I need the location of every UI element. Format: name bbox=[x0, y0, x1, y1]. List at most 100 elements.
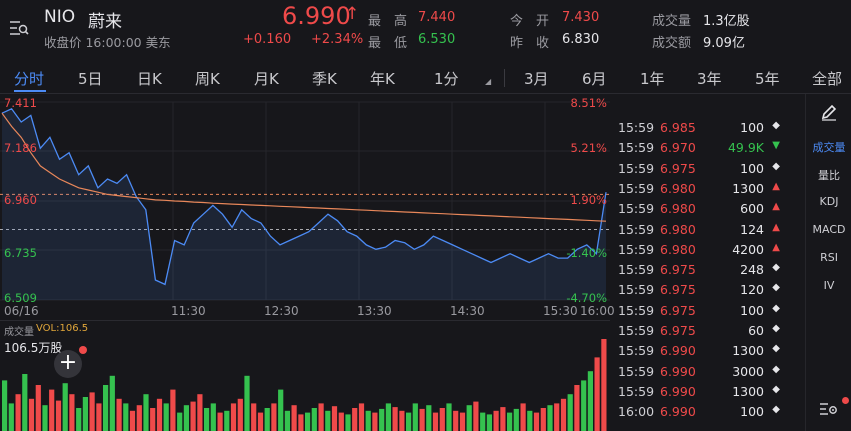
volume-bar bbox=[42, 405, 48, 431]
volume-bar bbox=[96, 403, 102, 431]
y-axis-label: 7.186 bbox=[4, 141, 37, 155]
tab-daily-k[interactable]: 日K bbox=[137, 70, 162, 88]
trade-price: 6.990 bbox=[660, 404, 696, 420]
turnover-label: 成交额 bbox=[652, 36, 692, 51]
trade-price: 6.975 bbox=[660, 302, 696, 318]
trade-time: 15:59 bbox=[618, 140, 655, 156]
volume-bar bbox=[560, 398, 567, 431]
trade-tick-list[interactable]: 15:59 6.985 100 ◆ 15:59 6.970 49.9K ▼ 15:59 6.975… bbox=[612, 94, 805, 431]
volume-bar bbox=[284, 410, 290, 431]
tab-weekly-k[interactable]: 周K bbox=[195, 70, 220, 88]
trade-price: 6.975 bbox=[660, 323, 696, 338]
tab-quarterly-k[interactable]: 季K bbox=[312, 70, 337, 88]
tab-divider bbox=[504, 69, 505, 87]
tab-3year[interactable]: 3年 bbox=[697, 70, 722, 88]
volume-bar bbox=[432, 412, 439, 431]
tab-3month[interactable]: 3月 bbox=[524, 70, 549, 88]
y-axis-label: 6.735 bbox=[4, 246, 37, 260]
tab-monthly-k[interactable]: 月K bbox=[254, 70, 279, 88]
volume-bar bbox=[217, 412, 223, 431]
tab-yearly-k[interactable]: 年K bbox=[370, 70, 395, 88]
sidebar-item-iv[interactable]: IV bbox=[823, 279, 835, 292]
tab-5year[interactable]: 5年 bbox=[755, 70, 780, 88]
neutral-diamond-icon: ◆ bbox=[772, 302, 780, 314]
volume-bar bbox=[291, 405, 297, 431]
sidebar-item-rsi[interactable]: RSI bbox=[820, 251, 838, 264]
tab-5day[interactable]: 5日 bbox=[78, 70, 103, 88]
volume-bar bbox=[15, 394, 21, 431]
y-axis-right-label: 1.90% bbox=[570, 193, 607, 207]
volume-bar bbox=[49, 389, 55, 431]
volume-bar bbox=[352, 408, 358, 431]
sidebar-item-volume[interactable]: 成交量 bbox=[812, 141, 846, 154]
volume-bar bbox=[406, 412, 412, 431]
trade-time: 15:59 bbox=[618, 363, 655, 379]
trade-price: 6.980 bbox=[660, 201, 696, 217]
volume-bar bbox=[540, 408, 546, 431]
price-change-percent: +2.34% bbox=[311, 32, 364, 47]
intraday-price-chart[interactable] bbox=[0, 94, 612, 322]
volume-bar bbox=[2, 380, 8, 431]
volume-bar bbox=[379, 408, 385, 431]
volume-bar bbox=[533, 412, 540, 431]
down-arrow-icon: ▼ bbox=[772, 140, 780, 152]
x-axis-label: 16:00 bbox=[580, 304, 615, 318]
volume-bar-chart[interactable] bbox=[0, 337, 610, 431]
trade-volume: 60 bbox=[748, 323, 764, 338]
notification-dot bbox=[79, 346, 87, 354]
up-arrow-icon: ▲ bbox=[772, 201, 780, 213]
volume-bar bbox=[527, 410, 533, 431]
trade-price: 6.985 bbox=[660, 120, 696, 135]
pencil-icon[interactable] bbox=[806, 102, 851, 125]
tab-all[interactable]: 全部 bbox=[812, 70, 843, 88]
up-arrow-icon: ▲ bbox=[772, 180, 780, 192]
settings-icon[interactable] bbox=[806, 400, 851, 421]
price-line bbox=[1, 107, 607, 286]
sidebar-item-macd[interactable]: MACD bbox=[812, 223, 846, 236]
volume-bar bbox=[399, 410, 405, 431]
volume-bar bbox=[581, 380, 587, 431]
tab-intraday[interactable]: 分时 bbox=[14, 70, 45, 88]
trade-price: 6.990 bbox=[660, 363, 696, 379]
menu-search-icon[interactable] bbox=[8, 18, 30, 38]
volume-bar bbox=[35, 385, 41, 431]
volume-bar bbox=[257, 412, 264, 431]
up-arrow-icon: ▲ bbox=[772, 241, 780, 253]
volume-bar bbox=[311, 408, 317, 431]
volume-bar bbox=[62, 383, 68, 431]
prev-close-value: 6.830 bbox=[562, 32, 600, 47]
trade-volume: 49.9K bbox=[727, 140, 764, 156]
trade-volume: 248 bbox=[740, 262, 764, 278]
dropdown-triangle-icon[interactable]: ◢ bbox=[485, 77, 492, 86]
neutral-diamond-icon: ◆ bbox=[772, 120, 780, 131]
volume-bar bbox=[210, 403, 216, 431]
trade-volume: 100 bbox=[740, 160, 764, 176]
neutral-diamond-icon: ◆ bbox=[772, 160, 780, 172]
x-axis-label: 12:30 bbox=[264, 304, 299, 318]
volume-max-label: 106.5万股 bbox=[4, 341, 63, 355]
sidebar-item-kdj[interactable]: KDJ bbox=[819, 195, 839, 208]
quote-header: NIO 蔚来 收盘价 16:00:00 美东 6.990 ↑ +0.160 +2… bbox=[0, 0, 851, 60]
trade-price: 6.970 bbox=[660, 140, 696, 156]
x-axis-label: 14:30 bbox=[450, 304, 485, 318]
volume-bar bbox=[365, 410, 371, 431]
trade-volume: 1300 bbox=[732, 180, 764, 196]
volume-bar bbox=[224, 410, 230, 431]
period-tab-bar: 分时 5日 日K 周K 月K 季K 年K 1分 ◢ 3月 6月 1年 3年 5年… bbox=[0, 60, 851, 94]
y-axis-label: 6.509 bbox=[4, 291, 37, 305]
trade-volume: 1300 bbox=[732, 383, 764, 399]
tab-6month[interactable]: 6月 bbox=[582, 70, 607, 88]
high-value: 7.440 bbox=[418, 10, 456, 25]
trade-row: 15:59 6.990 1300 ◆ bbox=[616, 341, 800, 361]
trade-time: 15:59 bbox=[618, 120, 655, 135]
add-indicator-button[interactable]: + bbox=[54, 350, 82, 378]
sidebar-item-volume-ratio[interactable]: 量比 bbox=[818, 169, 840, 182]
tab-1min[interactable]: 1分 bbox=[434, 70, 459, 88]
tab-1year[interactable]: 1年 bbox=[640, 70, 665, 88]
high-label: 最 高 bbox=[368, 14, 408, 29]
vol-indicator-value: VOL:106.5 bbox=[36, 323, 89, 334]
neutral-diamond-icon: ◆ bbox=[772, 363, 780, 375]
volume-bar bbox=[493, 410, 499, 431]
trade-row: 15:59 6.975 100 ◆ bbox=[616, 301, 800, 321]
volume-bar bbox=[486, 414, 492, 431]
